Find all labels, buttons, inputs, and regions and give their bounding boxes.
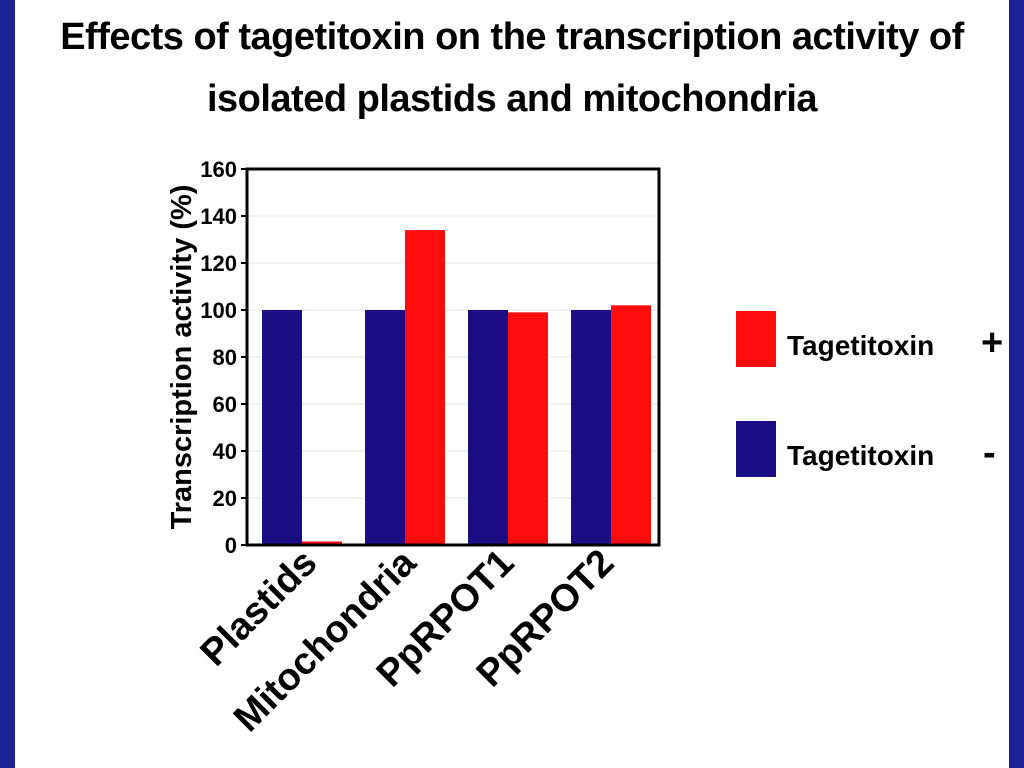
y-tick-label: 60 bbox=[213, 392, 237, 417]
legend-sign-plus: + bbox=[981, 322, 1004, 364]
bar-pprpot1-minus bbox=[468, 310, 508, 545]
chart-title-line-1: Effects of tagetitoxin on the transcript… bbox=[60, 16, 964, 58]
legend-swatch-plus bbox=[736, 311, 776, 367]
y-tick-label: 80 bbox=[213, 345, 237, 370]
y-axis-label: Transcription activity (%) bbox=[166, 185, 198, 530]
y-tick-label: 100 bbox=[200, 298, 237, 323]
chart-title: Effects of tagetitoxin on the transcript… bbox=[15, 6, 1009, 130]
y-tick-label: 140 bbox=[200, 204, 237, 229]
bar-pprpot2-plus bbox=[611, 305, 651, 545]
y-tick-label: 20 bbox=[213, 486, 237, 511]
legend-label-plus: Tagetitoxin bbox=[787, 330, 935, 361]
bar-plastids-minus bbox=[262, 310, 302, 545]
bar-pprpot2-minus bbox=[571, 310, 611, 545]
y-tick-label: 160 bbox=[200, 157, 237, 182]
bar-mitochondria-plus bbox=[405, 230, 445, 545]
y-tick-label: 120 bbox=[200, 251, 237, 276]
legend-sign-minus: - bbox=[983, 432, 996, 474]
legend-swatch-minus bbox=[736, 421, 776, 477]
chart-title-line-2: isolated plastids and mitochondria bbox=[206, 78, 818, 120]
legend-label-minus: Tagetitoxin bbox=[787, 440, 935, 471]
slide: Effects of tagetitoxin on the transcript… bbox=[15, 0, 1009, 768]
bar-mitochondria-minus bbox=[365, 310, 405, 545]
bar-pprpot1-plus bbox=[508, 312, 548, 545]
y-tick-label: 0 bbox=[225, 533, 237, 558]
y-tick-label: 40 bbox=[213, 439, 237, 464]
bar-plastids-plus bbox=[302, 541, 342, 545]
